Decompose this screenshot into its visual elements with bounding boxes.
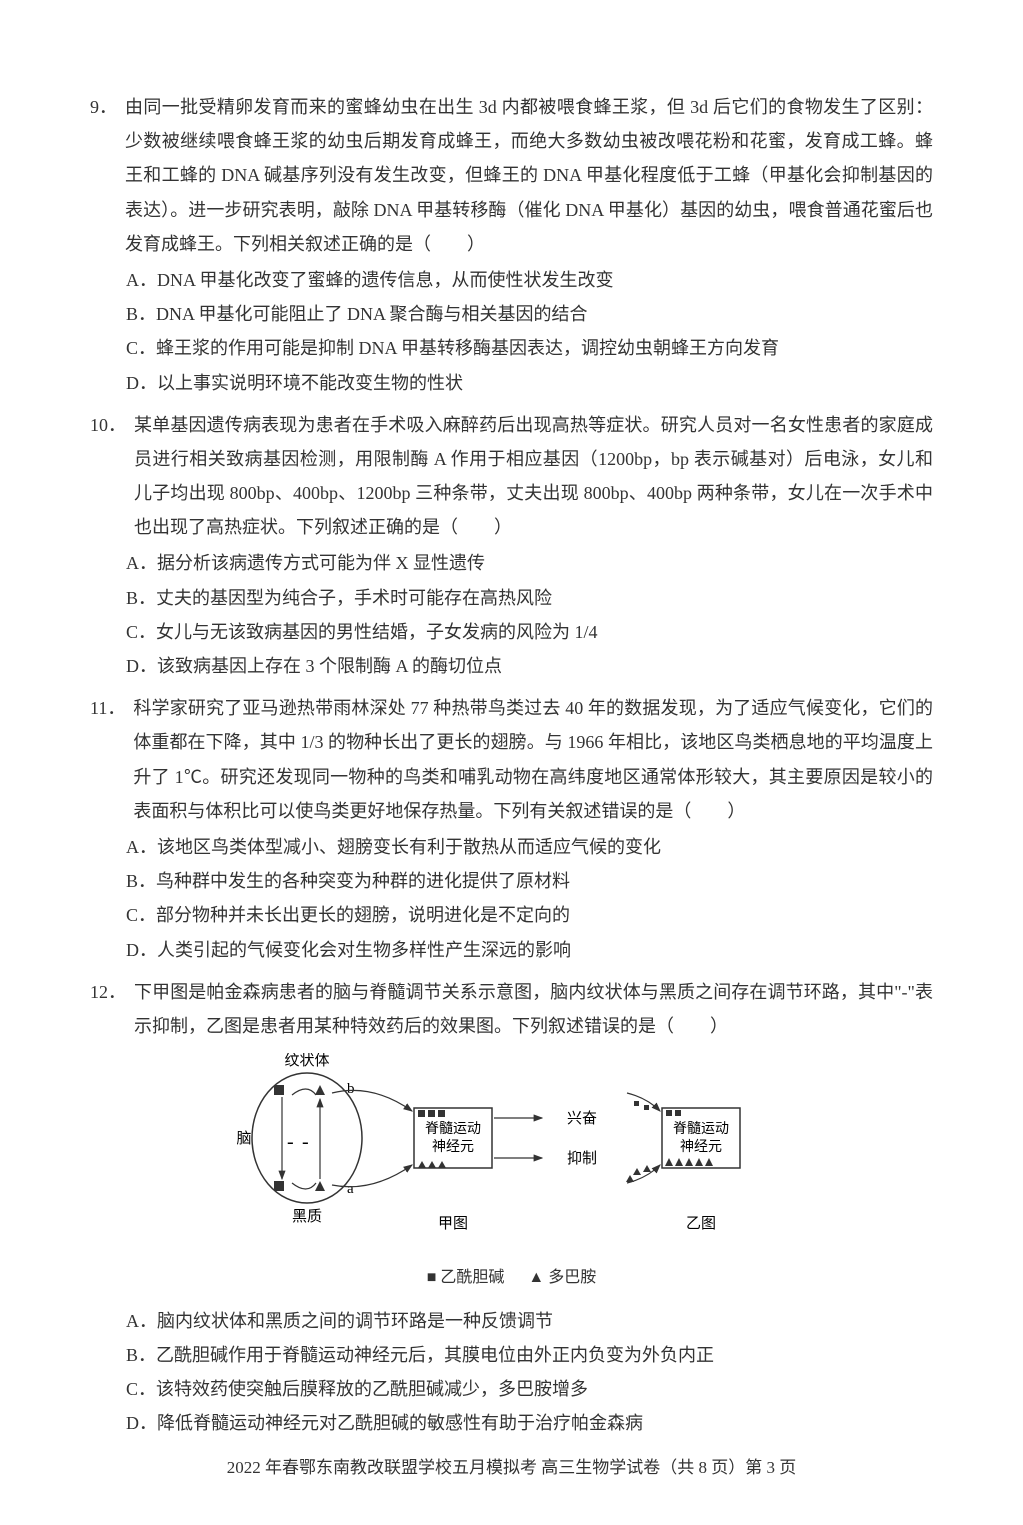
q11-stem: 科学家研究了亚马逊热带雨林深处 77 种热带鸟类过去 40 年的数据发现，为了适… — [133, 691, 933, 828]
rec-tri-yi-3 — [685, 1158, 693, 1166]
label-wenzhuangti: 纹状体 — [284, 1053, 329, 1069]
q11-number: 11． — [90, 691, 125, 725]
label-xingfen-jia: 兴奋 — [567, 1110, 597, 1127]
spinal-box-jia — [414, 1108, 492, 1168]
nt-sq-yi-2 — [644, 1105, 649, 1110]
striatum-square — [274, 1085, 284, 1095]
rec-tri-yi-1 — [665, 1158, 673, 1166]
q12-option-c: C．该特效药使突触后膜释放的乙酰胆碱减少，多巴胺增多 — [126, 1372, 933, 1406]
label-jiatu: 甲图 — [437, 1215, 467, 1232]
diagram-container: 纹状体 脑 黑质 - - — [90, 1053, 933, 1294]
arrow-b-jia — [332, 1090, 412, 1111]
q10-option-b: B．丈夫的基因型为纯合子，手术时可能存在高热风险 — [126, 581, 933, 615]
q12-header: 12． 下甲图是帕金森病患者的脑与脊髓调节关系示意图，脑内纹状体与黑质之间存在调… — [90, 975, 933, 1043]
rec-sq-yi-2 — [675, 1110, 681, 1116]
question-10: 10． 某单基因遗传病表现为患者在手术吸入麻醉药后出现高热等症状。研究人员对一名… — [90, 408, 933, 684]
q12-stem: 下甲图是帕金森病患者的脑与脊髓调节关系示意图，脑内纹状体与黑质之间存在调节环路，… — [134, 975, 933, 1043]
nt-sq-yi-1 — [634, 1101, 639, 1106]
question-11: 11． 科学家研究了亚马逊热带雨林深处 77 种热带鸟类过去 40 年的数据发现… — [90, 691, 933, 967]
spinal-box-yi — [662, 1108, 740, 1168]
minus-1: - — [287, 1131, 294, 1153]
label-b: b — [347, 1081, 355, 1097]
q11-option-a: A．该地区鸟类体型减小、翅膀变长有利于散热从而适应气候的变化 — [126, 830, 933, 864]
q9-options: A．DNA 甲基化改变了蜜蜂的遗传信息，从而使性状发生改变 B．DNA 甲基化可… — [90, 263, 933, 400]
nigra-square — [274, 1181, 284, 1191]
q11-option-c: C．部分物种并未长出更长的翅膀，说明进化是不定向的 — [126, 898, 933, 932]
rec-tri-yi-4 — [695, 1158, 703, 1166]
arrow-a-jia — [332, 1165, 412, 1187]
q10-option-d: D．该致病基因上存在 3 个限制酶 A 的酶切位点 — [126, 649, 933, 683]
question-9: 9． 由同一批受精卵发育而来的蜜蜂幼虫在出生 3d 内都被喂食蜂王浆，但 3d … — [90, 90, 933, 400]
q9-option-c: C．蜂王浆的作用可能是抑制 DNA 甲基转移酶基因表达，调控幼虫朝蜂王方向发育 — [126, 331, 933, 365]
q11-header: 11． 科学家研究了亚马逊热带雨林深处 77 种热带鸟类过去 40 年的数据发现… — [90, 691, 933, 828]
striatum-triangle — [315, 1085, 325, 1095]
rec-tri-yi-5 — [705, 1158, 713, 1166]
rec-tri-jia-3 — [438, 1161, 446, 1168]
rec-sq-yi-1 — [666, 1110, 672, 1116]
q12-option-b: B．乙酰胆碱作用于脊髓运动神经元后，其膜电位由外正内负变为外负内正 — [126, 1338, 933, 1372]
q10-stem: 某单基因遗传病表现为患者在手术吸入麻醉药后出现高热等症状。研究人员对一名女性患者… — [134, 408, 933, 545]
q9-number: 9． — [90, 90, 117, 124]
rec-sq-jia-3 — [438, 1110, 445, 1117]
loop-bottom — [292, 1183, 316, 1189]
arrow-in-yi-top — [627, 1093, 660, 1111]
q10-option-a: A．据分析该病遗传方式可能为伴 X 显性遗传 — [126, 546, 933, 580]
nt-tri-yi-1 — [633, 1168, 641, 1175]
spinal-text-jia-2: 神经元 — [432, 1139, 474, 1155]
q9-option-b: B．DNA 甲基化可能阻止了 DNA 聚合酶与相关基因的结合 — [126, 297, 933, 331]
rec-tri-jia-2 — [428, 1161, 436, 1168]
legend-text-2: 多巴胺 — [548, 1269, 596, 1286]
q10-option-c: C．女儿与无该致病基因的男性结婚，子女发病的风险为 1/4 — [126, 615, 933, 649]
q11-option-b: B．鸟种群中发生的各种突变为种群的进化提供了原材料 — [126, 864, 933, 898]
minus-2: - — [302, 1131, 309, 1153]
page-footer: 2022 年春鄂东南教改联盟学校五月模拟考 高三生物学试卷（共 8 页）第 3 … — [90, 1452, 933, 1484]
spinal-text-jia-1: 脊髓运动 — [425, 1121, 481, 1137]
q10-options: A．据分析该病遗传方式可能为伴 X 显性遗传 B．丈夫的基因型为纯合子，手术时可… — [90, 546, 933, 683]
label-yitu: 乙图 — [685, 1215, 715, 1232]
diagram-wrapper: 纹状体 脑 黑质 - - — [232, 1053, 792, 1294]
q12-options: A．脑内纹状体和黑质之间的调节环路是一种反馈调节 B．乙酰胆碱作用于脊髓运动神经… — [90, 1304, 933, 1441]
nt-tri-yi-3 — [626, 1175, 634, 1182]
q12-option-d: D．降低脊髓运动神经元对乙酰胆碱的敏感性有助于治疗帕金森病 — [126, 1406, 933, 1440]
label-heizhi: 黑质 — [291, 1208, 321, 1225]
nt-tri-yi-2 — [643, 1165, 651, 1172]
rec-sq-jia-2 — [428, 1110, 435, 1117]
q9-option-a: A．DNA 甲基化改变了蜜蜂的遗传信息，从而使性状发生改变 — [126, 263, 933, 297]
label-nao: 脑 — [236, 1130, 251, 1147]
nigra-triangle — [315, 1181, 325, 1191]
q9-option-d: D．以上事实说明环境不能改变生物的性状 — [126, 366, 933, 400]
question-12: 12． 下甲图是帕金森病患者的脑与脊髓调节关系示意图，脑内纹状体与黑质之间存在调… — [90, 975, 933, 1441]
legend-text-1: 乙酰胆碱 — [440, 1269, 504, 1286]
diagram-legend: ■ 乙酰胆碱 ▲ 多巴胺 — [232, 1263, 792, 1293]
legend-item-2: ▲ 多巴胺 — [528, 1263, 596, 1293]
rec-sq-jia-1 — [418, 1110, 425, 1117]
label-yizhi-jia: 抑制 — [567, 1150, 597, 1167]
spinal-text-yi-1: 脊髓运动 — [673, 1121, 729, 1137]
brain-spinal-diagram: 纹状体 脑 黑质 - - — [232, 1053, 792, 1248]
q10-number: 10． — [90, 408, 126, 442]
q11-option-d: D．人类引起的气候变化会对生物多样性产生深远的影响 — [126, 933, 933, 967]
loop-top — [292, 1089, 316, 1095]
q12-option-a: A．脑内纹状体和黑质之间的调节环路是一种反馈调节 — [126, 1304, 933, 1338]
rec-tri-jia-1 — [418, 1161, 426, 1168]
spinal-text-yi-2: 神经元 — [680, 1139, 722, 1155]
q10-header: 10． 某单基因遗传病表现为患者在手术吸入麻醉药后出现高热等症状。研究人员对一名… — [90, 408, 933, 545]
label-a: a — [347, 1181, 354, 1197]
rec-tri-yi-2 — [675, 1158, 683, 1166]
q12-number: 12． — [90, 975, 126, 1009]
legend-item-1: ■ 乙酰胆碱 — [427, 1263, 505, 1293]
q11-options: A．该地区鸟类体型减小、翅膀变长有利于散热从而适应气候的变化 B．鸟种群中发生的… — [90, 830, 933, 967]
q9-stem: 由同一批受精卵发育而来的蜜蜂幼虫在出生 3d 内都被喂食蜂王浆，但 3d 后它们… — [125, 90, 933, 261]
q9-header: 9． 由同一批受精卵发育而来的蜜蜂幼虫在出生 3d 内都被喂食蜂王浆，但 3d … — [90, 90, 933, 261]
